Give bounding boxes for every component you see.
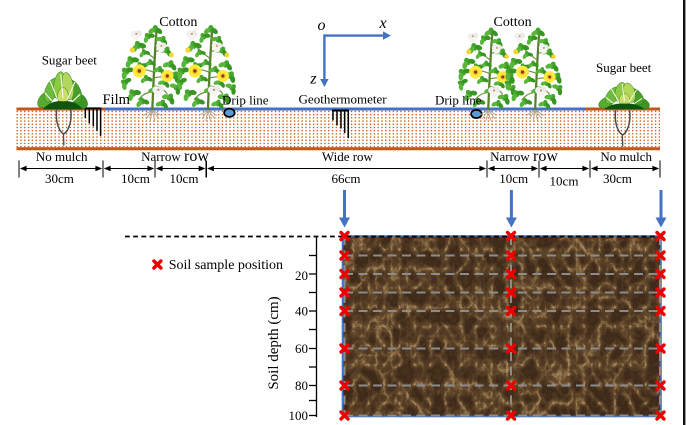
svg-text:x: x (378, 15, 386, 32)
svg-text:Narrow row: Narrow row (490, 148, 558, 165)
svg-text:Geothermometer: Geothermometer (299, 92, 388, 107)
svg-text:Narrow row: Narrow row (141, 148, 209, 165)
svg-text:o: o (318, 17, 326, 34)
svg-text:66cm: 66cm (332, 171, 361, 186)
svg-text:Sugar beet: Sugar beet (42, 53, 98, 68)
svg-text:20: 20 (295, 268, 308, 283)
svg-text:Cotton: Cotton (494, 15, 532, 30)
svg-text:60: 60 (295, 341, 308, 356)
svg-text:Drip line: Drip line (222, 93, 269, 108)
svg-text:30cm: 30cm (603, 171, 632, 186)
svg-text:10cm: 10cm (499, 171, 528, 186)
svg-text:10cm: 10cm (170, 171, 199, 186)
svg-text:Film: Film (102, 92, 130, 108)
svg-text:Soil sample position: Soil sample position (169, 258, 283, 273)
svg-text:10cm: 10cm (550, 174, 579, 189)
svg-text:No mulch: No mulch (600, 149, 652, 164)
svg-text:Drip line: Drip line (435, 93, 482, 108)
svg-text:40: 40 (295, 304, 308, 319)
svg-text:100: 100 (289, 408, 309, 423)
svg-text:80: 80 (295, 378, 308, 393)
svg-text:Sugar beet: Sugar beet (596, 60, 652, 75)
svg-text:No mulch: No mulch (36, 149, 88, 164)
svg-text:10cm: 10cm (121, 171, 150, 186)
svg-text:30cm: 30cm (45, 171, 74, 186)
svg-text:Soil depth (cm): Soil depth (cm) (266, 296, 282, 389)
svg-text:z: z (309, 71, 317, 88)
svg-text:Wide row: Wide row (322, 149, 374, 164)
svg-text:Cotton: Cotton (159, 15, 197, 30)
